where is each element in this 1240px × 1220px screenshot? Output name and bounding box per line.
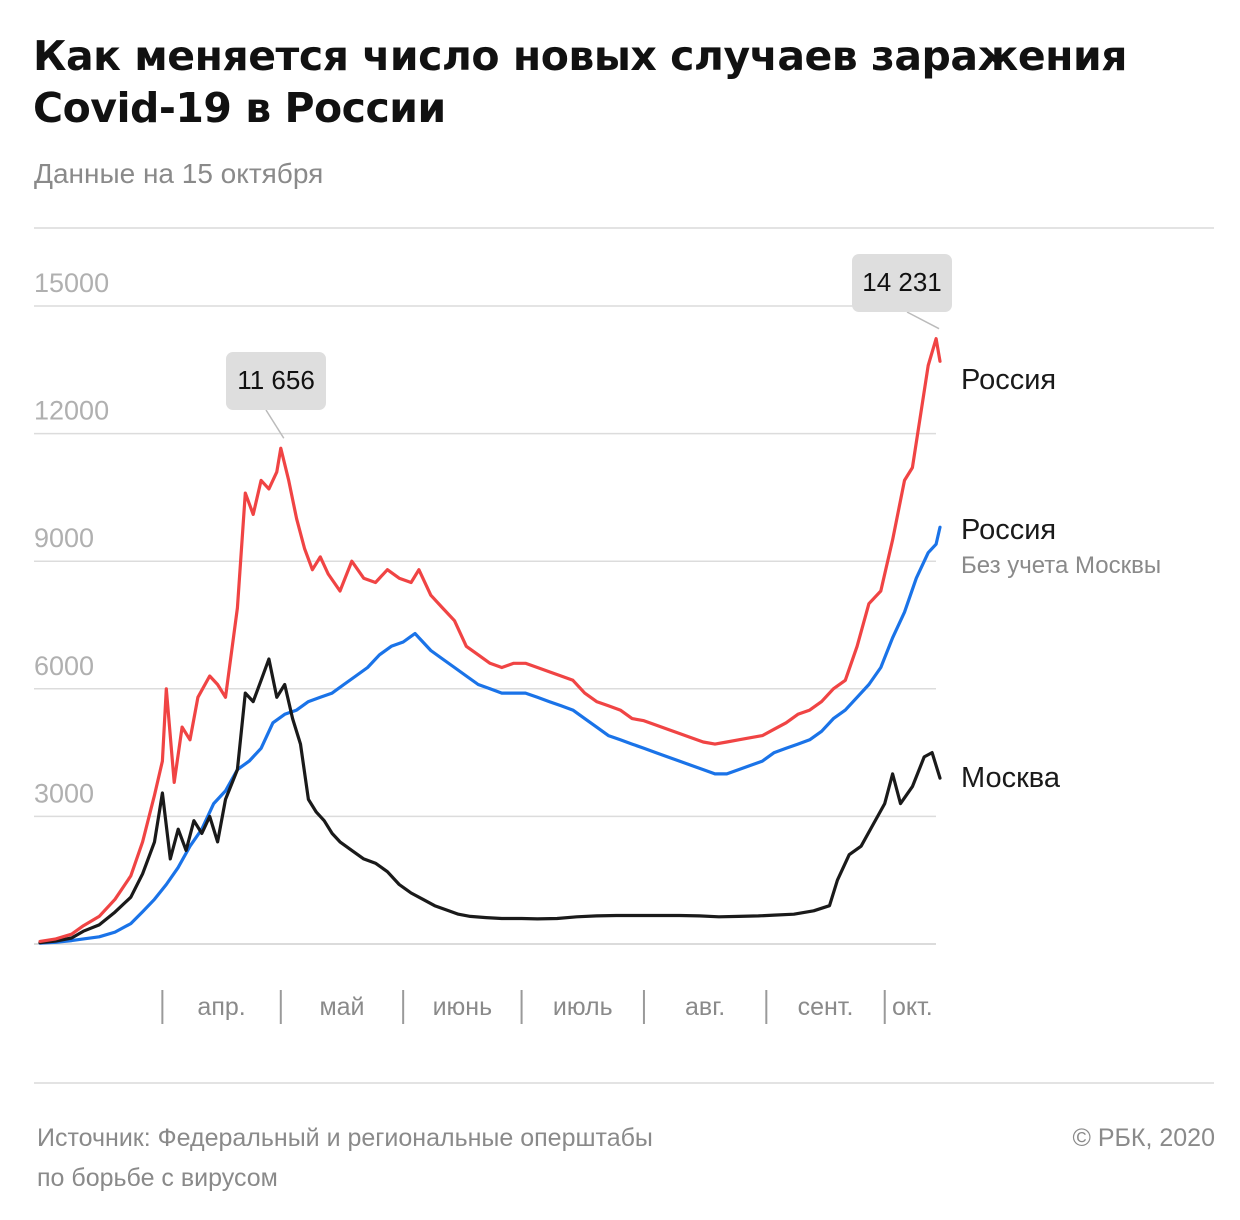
x-month-label: июль [553, 993, 613, 1021]
copyright: © РБК, 2020 [1072, 1124, 1215, 1152]
callout-leader [265, 409, 285, 439]
x-month-label: апр. [197, 993, 245, 1021]
chart-subtitle: Данные на 15 октября [34, 158, 324, 189]
series-label-russia_no_moscow: Россия [961, 514, 1056, 546]
series-label-moscow: Москва [961, 762, 1061, 794]
callout-box [226, 352, 326, 410]
title-line-2: Covid-19 в России [33, 84, 446, 132]
y-tick-label-6000: 6000 [34, 651, 94, 681]
chart-title: Как меняется число новых случаев заражен… [33, 30, 1213, 134]
series-line-russia [38, 337, 942, 943]
source-note: Источник: Федеральный и региональные опе… [37, 1118, 653, 1198]
series-line-moscow [38, 657, 942, 945]
bottom-divider [34, 1082, 1214, 1084]
top-divider [34, 227, 1214, 229]
source-line-1: Источник: Федеральный и региональные опе… [37, 1124, 653, 1152]
series-line-russia_no_moscow [38, 525, 942, 945]
x-month-label: сент. [798, 993, 854, 1021]
callout-box [852, 254, 952, 312]
x-month-label: авг. [685, 993, 725, 1021]
series-label-russia: Россия [961, 364, 1056, 396]
line-chart: 3000 6000 9000 12000 15000 апр. май июнь июль авг… [34, 254, 1161, 1024]
source-line-2: по борьбе с вирусом [37, 1164, 278, 1192]
x-month-label: июнь [433, 993, 493, 1021]
y-tick-label-3000: 3000 [34, 778, 94, 808]
callout-label: 11 656 [237, 365, 315, 395]
x-month-label: май [319, 993, 364, 1021]
x-month-label: окт. [892, 993, 933, 1021]
callout-leader [906, 311, 940, 330]
series-sublabel-russia_no_moscow: Без учета Москвы [961, 552, 1161, 579]
y-tick-label-9000: 9000 [34, 523, 94, 553]
y-tick-label-12000: 12000 [34, 396, 109, 426]
y-tick-label-15000: 15000 [34, 268, 109, 298]
title-line-1: Как меняется число новых случаев заражен… [33, 32, 1128, 80]
callout-label: 14 231 [862, 267, 942, 297]
